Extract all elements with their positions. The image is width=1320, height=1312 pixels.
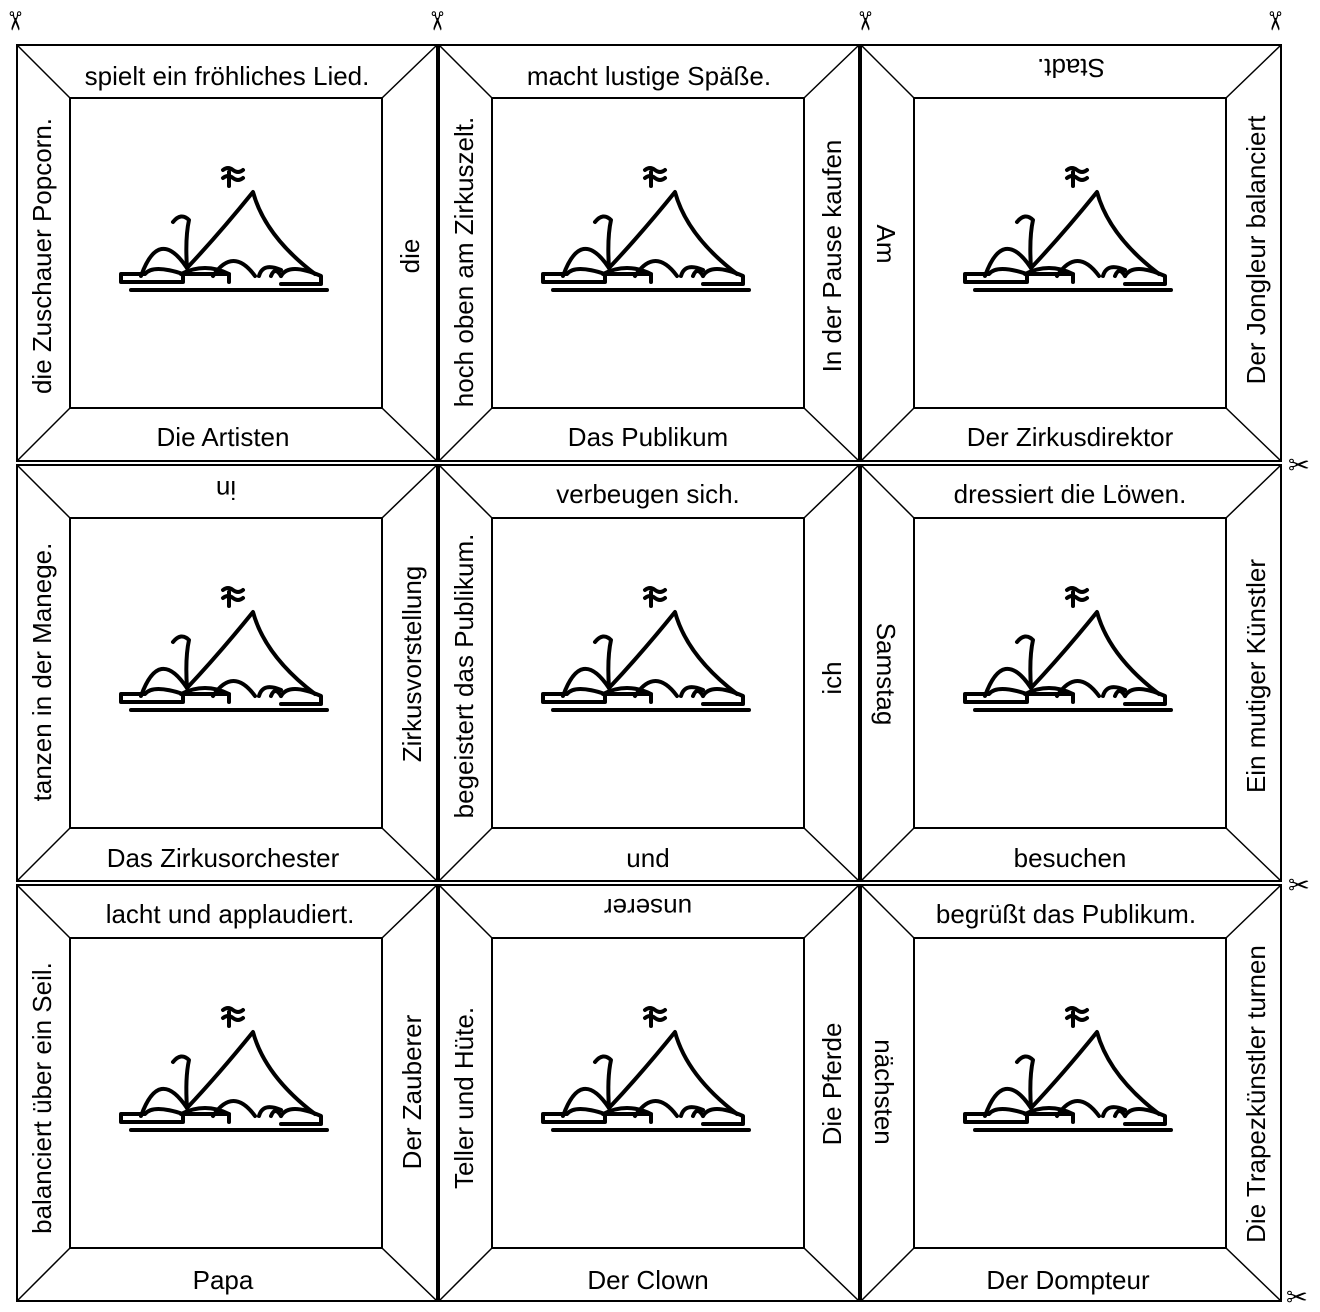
puzzle-card: verbeugen sich. und begeistert das Publi… — [438, 464, 860, 882]
puzzle-card: in Das Zirkusorchester tanzen in der Man… — [16, 464, 438, 882]
puzzle-card: spielt ein fröhliches Lied. Die Artisten… — [16, 44, 438, 462]
card-frame — [860, 44, 1282, 462]
card-left-text: nächsten — [869, 1039, 899, 1145]
scissors-icon: ✂ — [849, 10, 880, 32]
circus-tent-icon — [963, 586, 1173, 712]
card-top-text: begrüßt das Publikum. — [935, 899, 1197, 929]
card-right-text: Die Trapezkünstler turnen — [1241, 945, 1271, 1243]
card-top-text: Stadt. — [1037, 53, 1105, 83]
card-right-text: die — [395, 238, 425, 274]
puzzle-card: begrüßt das Publikum. Der Dompteur nächs… — [860, 884, 1282, 1302]
card-frame — [16, 44, 438, 462]
scissors-icon: ✂ — [421, 10, 452, 32]
scissors-icon: ✂ — [1286, 1282, 1308, 1312]
card-left-text: balanciert über ein Seil. — [27, 962, 57, 1234]
card-top-text: lacht und applaudiert. — [105, 899, 355, 929]
card-bottom-text: Der Dompteur — [986, 1265, 1150, 1295]
card-top-text: macht lustige Späße. — [526, 61, 772, 91]
card-frame — [438, 464, 860, 882]
card-left-text: Samstag — [871, 622, 901, 726]
circus-tent-icon — [119, 1006, 329, 1132]
circus-tent-icon — [119, 166, 329, 292]
puzzle-card: Stadt. Der Zirkusdirektor Am Der Jongleu… — [860, 44, 1282, 462]
card-bottom-text: besuchen — [1013, 843, 1127, 873]
card-right-text: In der Pause kaufen — [817, 139, 847, 373]
card-top-text: in — [215, 475, 237, 505]
card-left-text: Teller und Hüte. — [449, 1006, 479, 1190]
puzzle-card: unserer Der Clown Teller und Hüte. Die P… — [438, 884, 860, 1302]
card-left-text: begeistert das Publikum. — [449, 533, 479, 819]
card-right-text: Die Pferde — [817, 1022, 847, 1146]
scissors-icon: ✂ — [0, 10, 30, 32]
puzzle-card: lacht und applaudiert. Papa balanciert ü… — [16, 884, 438, 1302]
card-left-text: hoch oben am Zirkuszelt. — [449, 116, 479, 408]
card-bottom-text: Die Artisten — [156, 422, 290, 452]
card-right-text: ich — [817, 661, 847, 695]
card-right-text: Ein mutiger Künstler — [1241, 558, 1271, 794]
card-top-text: spielt ein fröhliches Lied. — [84, 61, 370, 91]
circus-tent-icon — [963, 166, 1173, 292]
puzzle-card: macht lustige Späße. Das Publikum hoch o… — [438, 44, 860, 462]
card-frame — [860, 884, 1282, 1302]
card-top-text: dressiert die Löwen. — [953, 479, 1187, 509]
circus-tent-icon — [541, 166, 751, 292]
scissors-icon: ✂ — [1288, 870, 1310, 900]
card-top-text: unserer — [603, 893, 693, 923]
puzzle-card: dressiert die Löwen. besuchen Samstag Ei… — [860, 464, 1282, 882]
card-right-text: Der Jongleur balanciert — [1241, 115, 1271, 385]
circus-tent-icon — [963, 1006, 1173, 1132]
card-left-text: Am — [871, 224, 901, 264]
card-bottom-text: Das Publikum — [567, 422, 729, 452]
circus-tent-icon — [541, 1006, 751, 1132]
card-frame — [438, 44, 860, 462]
scissors-icon: ✂ — [1259, 10, 1290, 32]
card-top-text: verbeugen sich. — [556, 479, 740, 509]
circus-tent-icon — [541, 586, 751, 712]
card-bottom-text: und — [626, 843, 670, 873]
card-bottom-text: Das Zirkusorchester — [106, 843, 340, 873]
card-left-text: die Zuschauer Popcorn. — [27, 117, 57, 395]
circus-tent-icon — [119, 586, 329, 712]
card-bottom-text: Der Zirkusdirektor — [966, 422, 1174, 452]
card-frame — [16, 884, 438, 1302]
scissors-icon: ✂ — [1288, 450, 1310, 480]
card-frame — [16, 464, 438, 882]
card-right-text: Der Zauberer — [397, 1014, 427, 1170]
card-bottom-text: Papa — [192, 1265, 254, 1295]
card-left-text: tanzen in der Manege. — [27, 542, 57, 802]
card-frame — [438, 884, 860, 1302]
card-bottom-text: Der Clown — [587, 1265, 709, 1295]
card-frame — [860, 464, 1282, 882]
card-right-text: Zirkusvorstellung — [397, 565, 427, 763]
